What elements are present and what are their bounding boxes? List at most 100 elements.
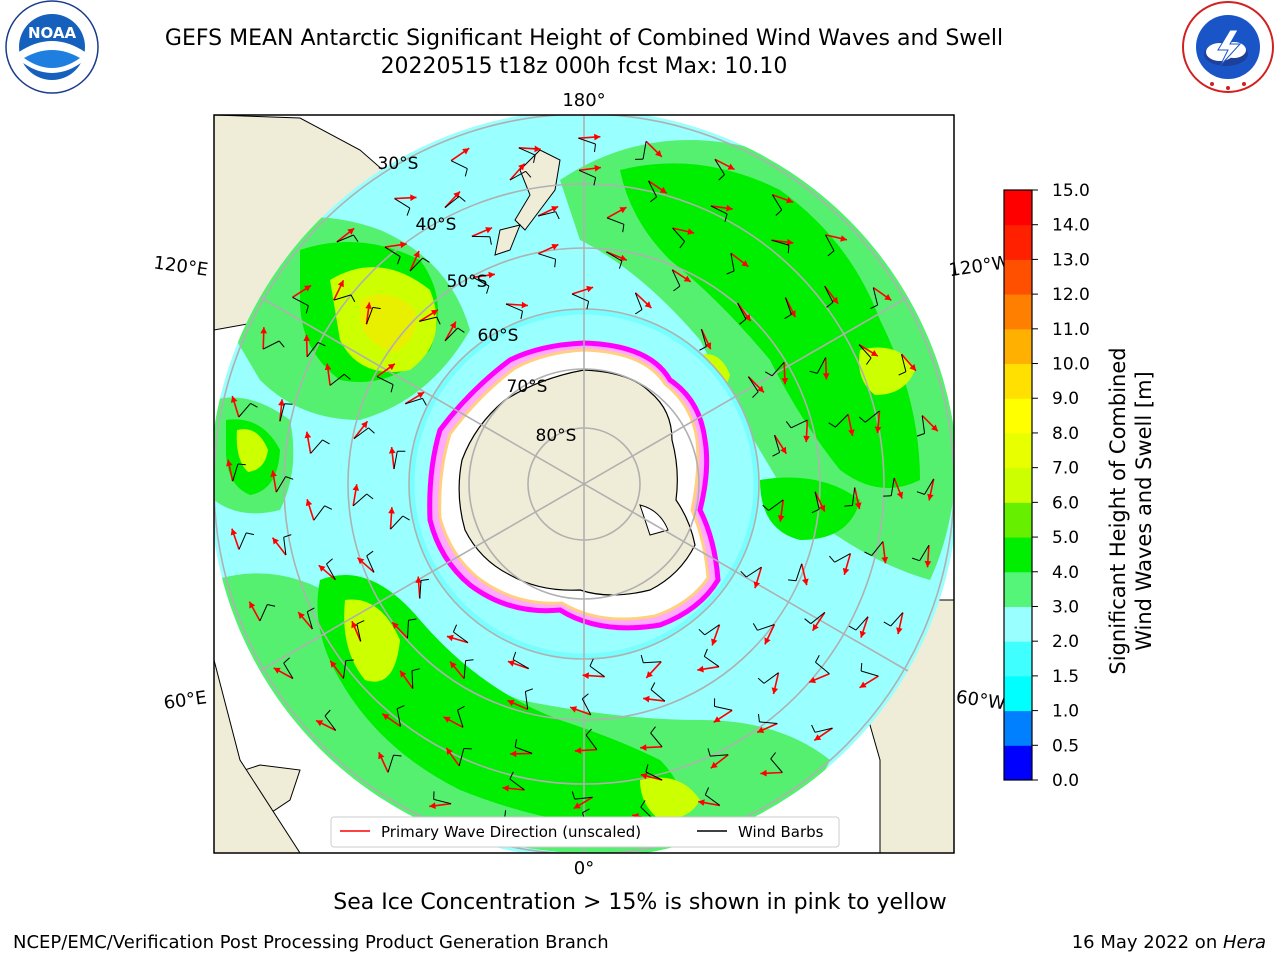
wind-barb bbox=[606, 251, 623, 269]
wind-barb bbox=[394, 198, 411, 216]
wind-barb bbox=[752, 623, 775, 631]
wind-barb bbox=[407, 618, 417, 639]
wave-direction-arrow bbox=[472, 271, 496, 279]
wave-direction-arrow bbox=[606, 251, 628, 261]
wind-barb bbox=[419, 578, 429, 599]
wave-direction-arrow bbox=[336, 227, 355, 243]
wave-direction-arrow bbox=[697, 665, 720, 673]
wave-direction-arrow bbox=[537, 205, 559, 217]
wind-barb bbox=[387, 754, 402, 773]
wind-barb bbox=[811, 724, 833, 733]
wave-direction-arrow bbox=[648, 180, 668, 194]
vector-field bbox=[226, 133, 939, 831]
wind-barb bbox=[279, 403, 293, 422]
wave-direction-arrow bbox=[509, 163, 526, 181]
wave-direction-arrow bbox=[700, 328, 712, 350]
wave-direction-arrow bbox=[896, 612, 904, 635]
wave-direction-arrow bbox=[429, 802, 452, 809]
colorbar-segment bbox=[1004, 745, 1032, 781]
wind-barb bbox=[396, 705, 405, 727]
wave-direction-arrow bbox=[900, 353, 917, 372]
colorbar-outline bbox=[1003, 189, 1033, 781]
colorbar-tick-label: 7.0 bbox=[1052, 459, 1079, 479]
wave-direction-arrow bbox=[230, 528, 240, 550]
chart-title: GEFS MEAN Antarctic Significant Height o… bbox=[164, 26, 1004, 51]
wave-direction-arrow bbox=[881, 541, 889, 564]
wave-height-field bbox=[214, 115, 954, 853]
wave-direction-arrow bbox=[921, 415, 939, 432]
wind-barb bbox=[645, 764, 663, 781]
colorbar-tick-label: 0.0 bbox=[1052, 771, 1079, 791]
lat-label-40s: 40°S bbox=[416, 215, 457, 235]
colorbar-segment bbox=[1004, 502, 1032, 538]
colorbar-label-line2: Wind Waves and Swell [m] bbox=[1132, 371, 1156, 651]
wind-barb bbox=[809, 357, 827, 374]
wave-direction-arrow bbox=[771, 238, 794, 246]
colorbar-tick-label: 12.0 bbox=[1052, 285, 1090, 305]
wave-direction-arrow bbox=[352, 484, 360, 507]
wave-direction-arrow bbox=[756, 722, 778, 734]
legend-barb-label: Wind Barbs bbox=[738, 823, 824, 841]
wave-direction-arrow bbox=[773, 434, 787, 455]
wind-barb bbox=[571, 791, 593, 800]
wave-direction-arrow bbox=[924, 545, 932, 568]
wind-barb bbox=[283, 534, 292, 556]
wind-barb bbox=[911, 545, 930, 562]
colorbar-tick-label: 13.0 bbox=[1052, 250, 1090, 270]
wind-barb bbox=[916, 478, 935, 495]
wave-direction-arrow bbox=[415, 576, 422, 599]
colorbar-segment bbox=[1004, 190, 1032, 226]
wind-barb bbox=[538, 253, 557, 268]
wave-direction-arrow bbox=[445, 747, 460, 767]
wind-barb bbox=[310, 439, 330, 454]
wind-barb bbox=[444, 196, 466, 208]
wind-barb bbox=[463, 659, 474, 679]
wind-barb bbox=[772, 435, 781, 457]
wave-direction-arrow bbox=[569, 706, 592, 716]
wave-direction-arrow bbox=[507, 660, 529, 670]
wind-barb bbox=[324, 709, 337, 731]
wave-direction-arrow bbox=[353, 420, 369, 440]
wind-barb bbox=[898, 354, 907, 376]
wind-barb bbox=[916, 415, 926, 437]
map-legend: Primary Wave Direction (unscaled) Wind B… bbox=[330, 816, 840, 848]
wind-barb bbox=[333, 294, 356, 303]
wind-barb bbox=[578, 169, 597, 186]
wave-direction-arrow bbox=[378, 751, 389, 773]
wind-barb bbox=[762, 499, 784, 511]
wave-direction-arrow bbox=[505, 301, 528, 309]
wave-direction-arrow bbox=[571, 285, 594, 295]
wave-direction-arrow bbox=[315, 719, 337, 732]
wind-barb bbox=[825, 234, 835, 257]
wave-direction-arrow bbox=[753, 566, 763, 589]
wave-direction-arrow bbox=[645, 661, 662, 679]
wind-barb bbox=[640, 654, 662, 664]
wind-barb bbox=[509, 771, 525, 791]
wind-barb bbox=[384, 246, 401, 265]
map-frame bbox=[213, 114, 955, 854]
wave-direction-arrow bbox=[409, 250, 420, 272]
wave-direction-arrow bbox=[502, 785, 525, 792]
wind-barb bbox=[770, 752, 783, 773]
wave-direction-arrow bbox=[808, 673, 830, 684]
wind-barb bbox=[452, 624, 469, 644]
wind-barb bbox=[758, 713, 778, 724]
wind-barb bbox=[714, 159, 725, 181]
wave-direction-arrow bbox=[449, 661, 465, 680]
wave-direction-arrow bbox=[376, 363, 396, 378]
wave-direction-arrow bbox=[824, 285, 839, 305]
wind-barb bbox=[589, 658, 605, 678]
wave-direction-arrow bbox=[270, 470, 278, 493]
wave-direction-arrow bbox=[304, 431, 312, 454]
wind-barb bbox=[747, 376, 759, 398]
wind-barb bbox=[283, 657, 294, 679]
wind-barb bbox=[784, 297, 792, 320]
noaa-logo: NOAA bbox=[5, 0, 99, 94]
lon-label-60w: 60°W bbox=[955, 687, 1007, 715]
colorbar-segment bbox=[1004, 710, 1032, 746]
colorbar-tick-label: 0.5 bbox=[1052, 736, 1079, 756]
wind-barb bbox=[811, 491, 820, 514]
wave-direction-arrow bbox=[814, 491, 826, 512]
wave-direction-arrow bbox=[825, 234, 848, 242]
wave-direction-arrow bbox=[847, 414, 855, 437]
